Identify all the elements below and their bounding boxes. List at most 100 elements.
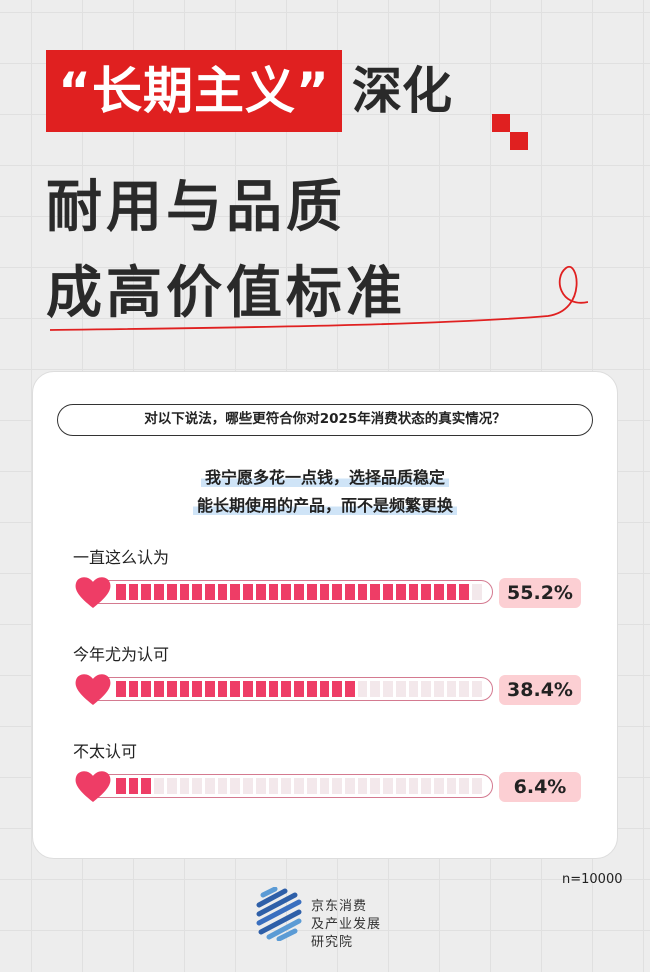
bar-segment bbox=[370, 584, 381, 600]
bar-row: 一直这么认为 55.2% bbox=[73, 544, 583, 608]
statement-line1: 我宁愿多花一点钱，选择品质稳定 bbox=[200, 468, 449, 487]
decor-square bbox=[492, 114, 510, 132]
bar-segment bbox=[217, 681, 228, 697]
title-line3: 成高价值标准 bbox=[46, 261, 406, 326]
bar-segment bbox=[306, 778, 317, 794]
bar-segment bbox=[217, 778, 228, 794]
bar-segment bbox=[192, 584, 203, 600]
bar-segment bbox=[116, 584, 126, 600]
bar-segment bbox=[154, 681, 164, 697]
bar-segment bbox=[319, 778, 330, 794]
bar-segment bbox=[370, 778, 381, 794]
bar-segment bbox=[281, 584, 292, 600]
bar-segment bbox=[433, 681, 444, 697]
bar-segment bbox=[433, 584, 444, 600]
bar-segment bbox=[408, 584, 419, 600]
bar-segment bbox=[243, 584, 253, 600]
bar-segment bbox=[230, 584, 241, 600]
bar-segment bbox=[128, 584, 139, 600]
bar-segment bbox=[459, 681, 470, 697]
value-label: 55.2% bbox=[499, 578, 581, 608]
bar-segment bbox=[319, 681, 330, 697]
bar-segment bbox=[344, 681, 355, 697]
bar-row: 今年尤为认可 38.4% bbox=[73, 641, 583, 705]
bar-segment bbox=[116, 681, 126, 697]
bar-segment bbox=[383, 778, 393, 794]
category-label: 不太认可 bbox=[73, 742, 138, 761]
bar-segment bbox=[179, 681, 190, 697]
sample-size: n=10000 bbox=[562, 872, 623, 887]
bar-segment bbox=[459, 584, 470, 600]
bar-segment bbox=[433, 778, 444, 794]
bar-segment bbox=[128, 681, 139, 697]
survey-card: 对以下说法，哪些更符合你对2025年消费状态的真实情况？ 我宁愿多花一点钱，选择… bbox=[32, 371, 618, 859]
bar-segment bbox=[255, 778, 266, 794]
bar-segment bbox=[421, 584, 431, 600]
bar-track bbox=[87, 774, 493, 798]
category-label: 今年尤为认可 bbox=[73, 645, 170, 664]
bar-segment bbox=[357, 681, 368, 697]
bar-segment bbox=[205, 584, 215, 600]
bar-segment bbox=[383, 584, 393, 600]
bar-segment bbox=[141, 778, 152, 794]
bar-segment bbox=[166, 584, 177, 600]
bar-segment bbox=[179, 584, 190, 600]
bar-segment bbox=[357, 778, 368, 794]
bar-segment bbox=[205, 681, 215, 697]
org-logo-icon bbox=[256, 887, 302, 941]
title-highlight: “长期主义” bbox=[46, 50, 342, 132]
decor-square bbox=[510, 132, 528, 150]
bar-segment bbox=[192, 778, 203, 794]
statement-line2: 能长期使用的产品，而不是频繁更换 bbox=[192, 496, 457, 515]
bar-segment bbox=[395, 584, 406, 600]
bar-segment bbox=[294, 778, 304, 794]
bar-segment bbox=[141, 681, 152, 697]
bar-segment bbox=[154, 778, 164, 794]
bar-segment bbox=[255, 584, 266, 600]
bar-segment bbox=[472, 584, 482, 600]
heart-icon bbox=[75, 771, 111, 802]
bar-segment bbox=[268, 778, 279, 794]
bar-segment bbox=[230, 778, 241, 794]
bar-segment bbox=[319, 584, 330, 600]
org-line3: 研究院 bbox=[311, 935, 354, 950]
survey-statement: 我宁愿多花一点钱，选择品质稳定 能长期使用的产品，而不是频繁更换 bbox=[33, 464, 617, 520]
bar-segment bbox=[357, 584, 368, 600]
bar-segment bbox=[306, 584, 317, 600]
bar-segment bbox=[166, 778, 177, 794]
bar-segment bbox=[446, 584, 457, 600]
bar-segment bbox=[294, 584, 304, 600]
bar-segment bbox=[459, 778, 470, 794]
bar-segment bbox=[446, 778, 457, 794]
title-rest: 深化 bbox=[352, 62, 452, 120]
bar-segment bbox=[192, 681, 203, 697]
bar-segment bbox=[344, 778, 355, 794]
bar-segment bbox=[395, 778, 406, 794]
title-line2: 耐用与品质 bbox=[46, 175, 346, 240]
survey-question: 对以下说法，哪些更符合你对2025年消费状态的真实情况？ bbox=[57, 404, 593, 436]
bar-segment bbox=[128, 778, 139, 794]
bar-segment bbox=[230, 681, 241, 697]
bar-track bbox=[87, 677, 493, 701]
decor-underline bbox=[49, 265, 588, 331]
bar-segment bbox=[268, 681, 279, 697]
bar-segment bbox=[141, 584, 152, 600]
bar-segment bbox=[383, 681, 393, 697]
bar-segment bbox=[421, 778, 431, 794]
bar-segment bbox=[395, 681, 406, 697]
heart-icon bbox=[75, 674, 111, 705]
bar-segment bbox=[268, 584, 279, 600]
bar-segment bbox=[344, 584, 355, 600]
org-line1: 京东消费 bbox=[311, 899, 368, 914]
bar-segment bbox=[179, 778, 190, 794]
bar-segment bbox=[408, 681, 419, 697]
bar-segment bbox=[243, 681, 253, 697]
value-label: 6.4% bbox=[499, 772, 581, 802]
bar-segment bbox=[472, 681, 482, 697]
bar-segment bbox=[205, 778, 215, 794]
bar-segment bbox=[332, 778, 342, 794]
bar-segment bbox=[116, 778, 126, 794]
bar-row: 不太认可 6.4% bbox=[73, 738, 583, 802]
bar-segment bbox=[217, 584, 228, 600]
bar-segment bbox=[294, 681, 304, 697]
